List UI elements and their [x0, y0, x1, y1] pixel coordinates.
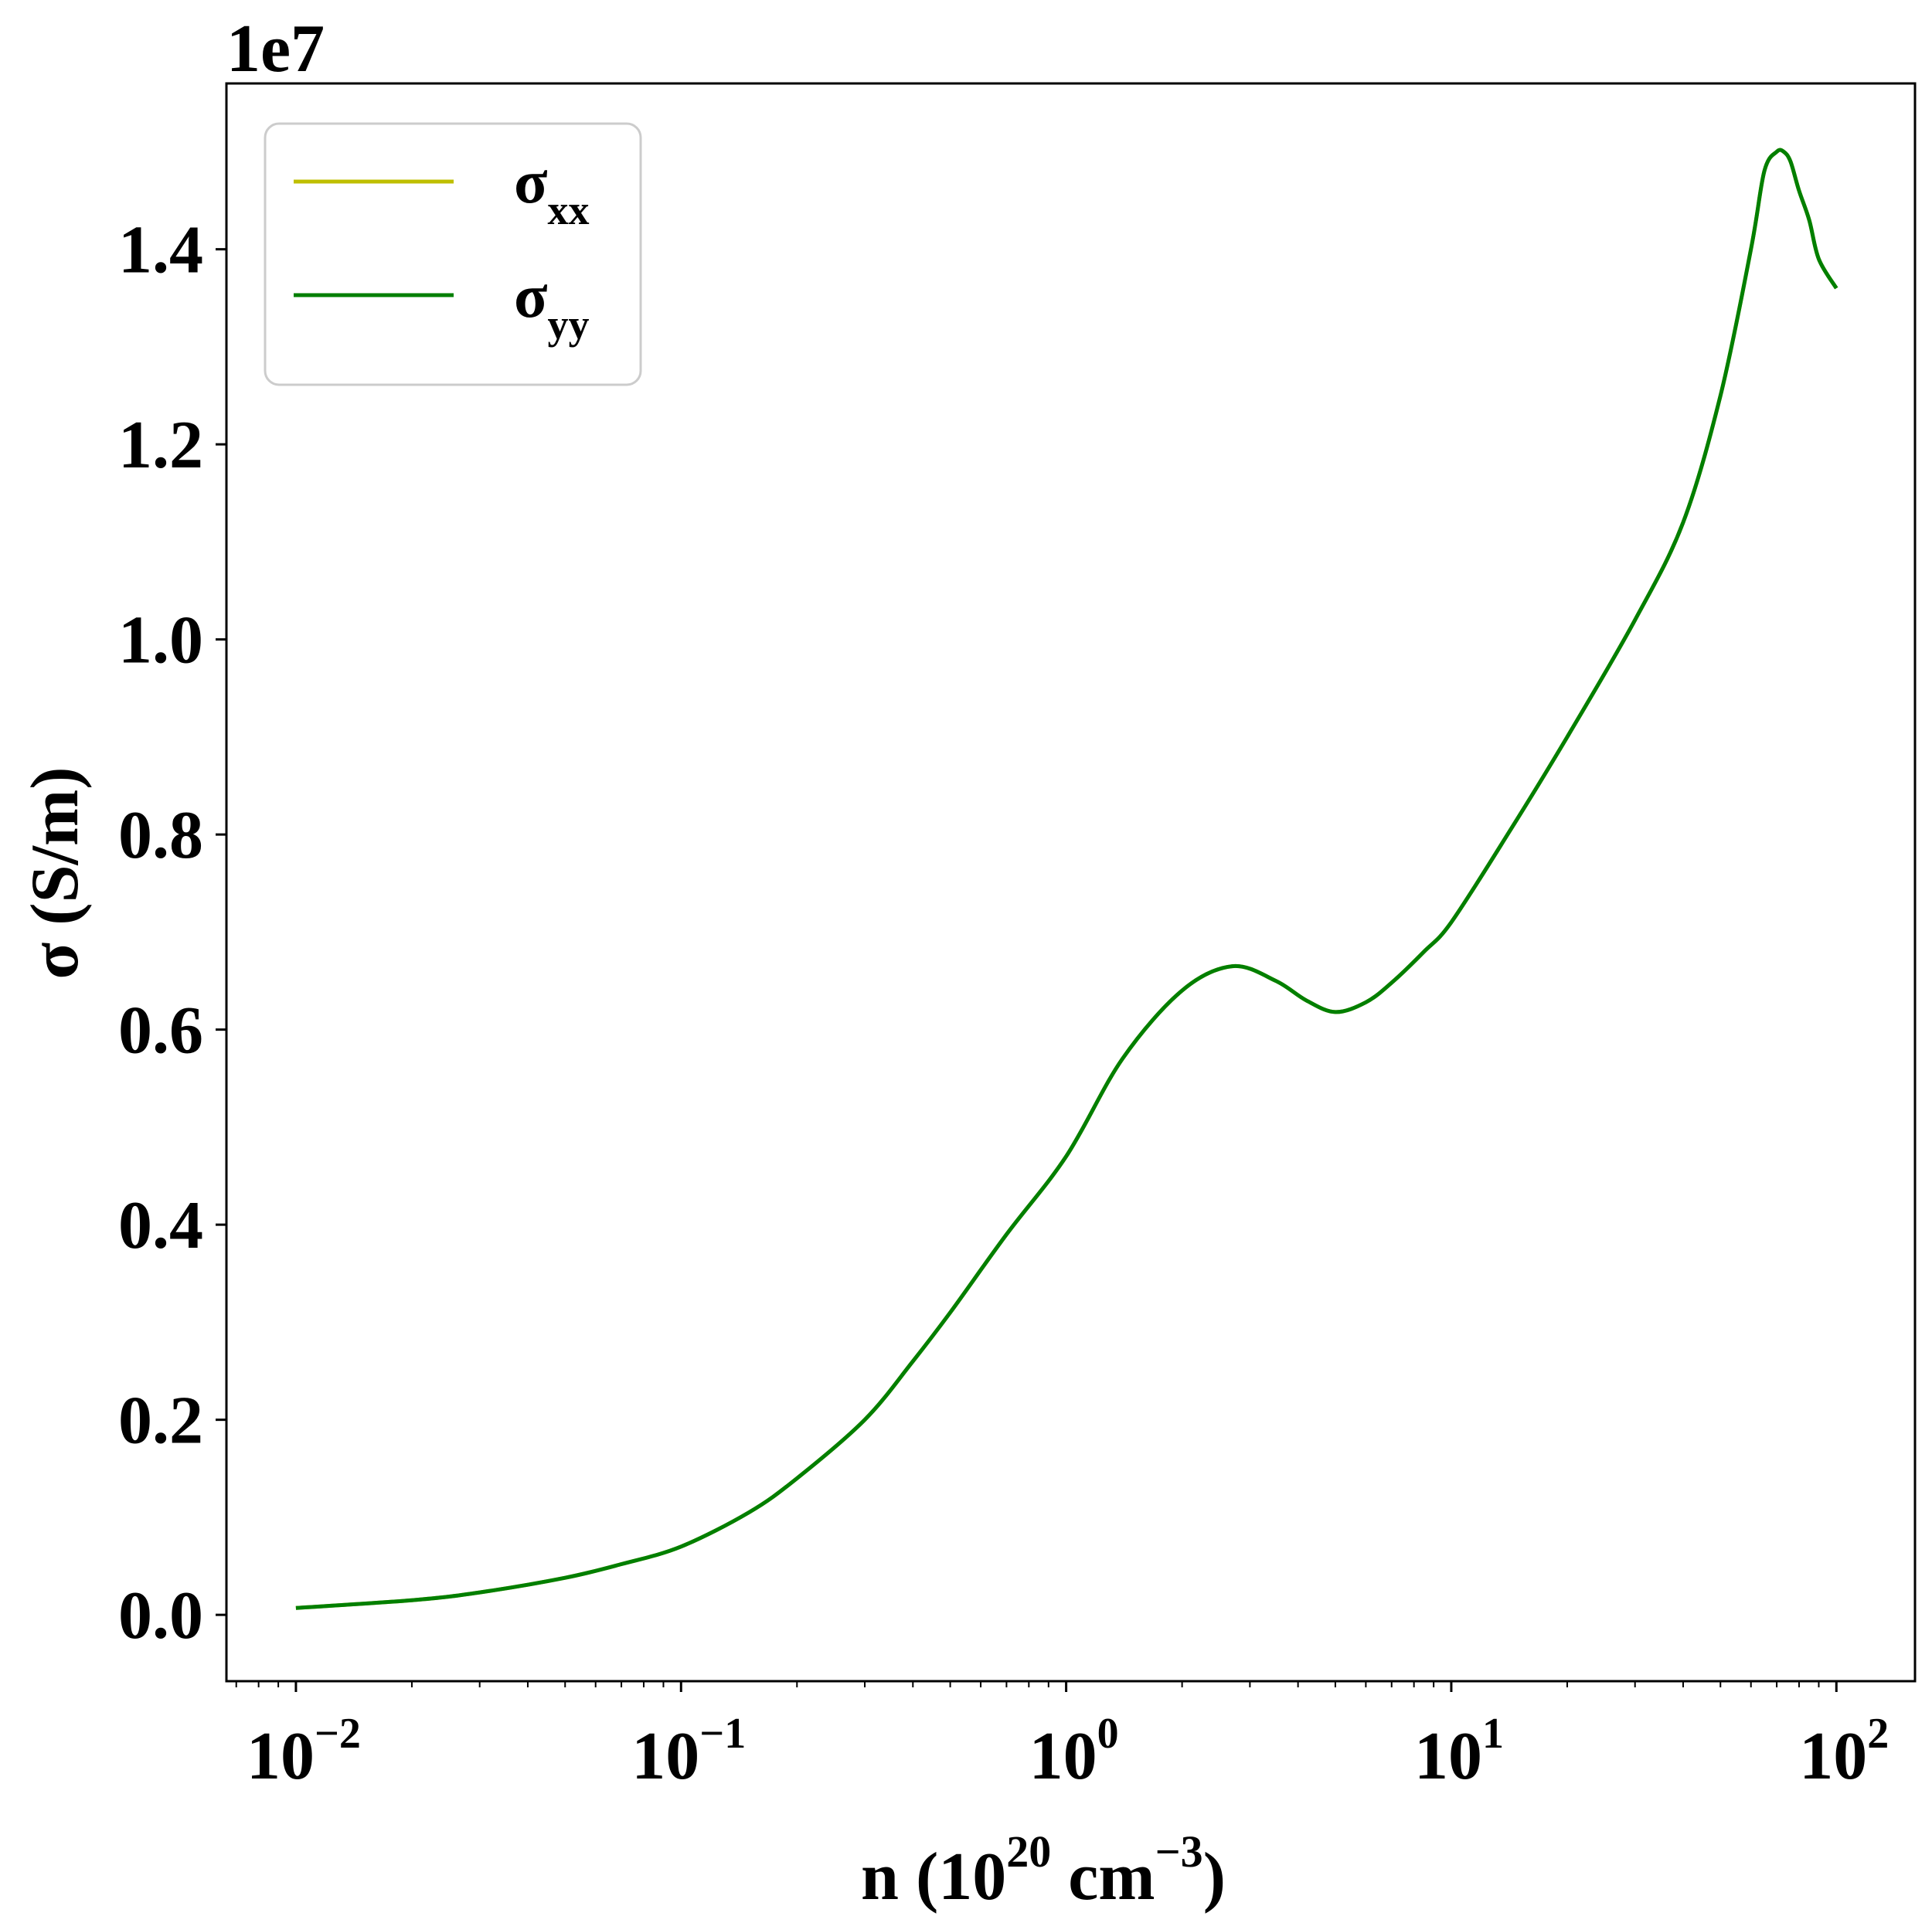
x-axis-label-end: )	[1203, 1840, 1226, 1915]
y-tick-label: 0.2	[118, 1384, 203, 1459]
x-tick-label: 101	[1414, 1710, 1504, 1794]
y-offset-text: 1e7	[226, 12, 325, 87]
legend-label-sigma-yy: σyy	[514, 263, 590, 348]
legend-label-sigma-xx-symbol: σ	[514, 148, 548, 216]
x-axis-label-unit-exponent: −3	[1155, 1826, 1203, 1877]
y-tick-label: 0.4	[118, 1188, 203, 1263]
x-axis-label-exponent: 20	[1006, 1826, 1051, 1877]
y-tick-label: 0.8	[118, 798, 203, 873]
legend-label-sigma-yy-subscript: yy	[548, 301, 590, 348]
x-tick-label: 10−1	[631, 1710, 746, 1794]
legend: σxx σyy	[264, 122, 642, 386]
legend-label-sigma-xx: σxx	[514, 148, 590, 233]
x-tick-label: 100	[1029, 1710, 1119, 1794]
x-axis-label: n (1020 cm−3)	[861, 1826, 1226, 1915]
plot-frame	[225, 82, 1917, 1683]
plot-area	[295, 148, 1838, 1610]
x-axis-label-unit: cm	[1051, 1840, 1155, 1915]
y-axis-label: σ (S/m)	[18, 766, 93, 979]
legend-label-sigma-yy-symbol: σ	[514, 263, 548, 331]
y-tick-label: 0.0	[118, 1578, 203, 1653]
legend-label-sigma-xx-subscript: xx	[548, 187, 590, 233]
y-axis: 0.0 0.2 0.4 0.6 0.8 1.0 1.2 1.4	[118, 213, 226, 1653]
series-line-sigma-yy	[295, 148, 1838, 1610]
y-tick-label: 1.2	[118, 408, 203, 483]
x-tick-label: 102	[1799, 1710, 1889, 1794]
x-tick-label: 10−2	[247, 1710, 361, 1794]
legend-frame	[264, 122, 642, 386]
y-tick-label: 1.4	[118, 213, 203, 288]
x-axis-label-main: n (10	[861, 1840, 1006, 1915]
y-tick-label: 0.6	[118, 994, 203, 1069]
x-axis: 10−2 10−1 100 101 102	[235, 1681, 1889, 1794]
y-tick-label: 1.0	[118, 603, 203, 678]
